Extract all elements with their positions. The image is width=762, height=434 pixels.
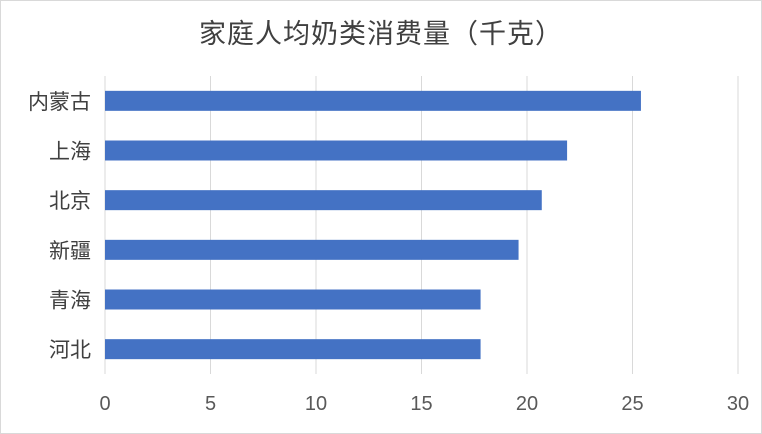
bar-5 (105, 339, 481, 360)
bar-4 (105, 289, 481, 310)
bars (105, 90, 641, 360)
bar-0 (105, 90, 641, 111)
bar-2 (105, 190, 542, 211)
gridlines (104, 76, 739, 374)
bar-3 (105, 239, 519, 260)
category-label: 北京 (49, 189, 91, 213)
x-tick-label: 25 (621, 393, 643, 415)
category-label: 新疆 (49, 239, 91, 263)
x-tick-labels: 0 5 10 15 20 25 30 (99, 393, 749, 415)
x-tick-label: 0 (99, 393, 110, 415)
x-tick-label: 5 (205, 393, 216, 415)
x-tick-label: 30 (727, 393, 749, 415)
category-label: 上海 (49, 140, 91, 164)
x-tick-label: 15 (410, 393, 432, 415)
category-label: 内蒙古 (28, 90, 91, 114)
category-label: 河北 (49, 338, 91, 362)
chart-title: 家庭人均奶类消费量（千克） (199, 19, 563, 50)
bar-1 (105, 140, 568, 161)
x-tick-label: 20 (516, 393, 538, 415)
category-label: 青海 (49, 289, 91, 313)
x-tick-label: 10 (305, 393, 327, 415)
